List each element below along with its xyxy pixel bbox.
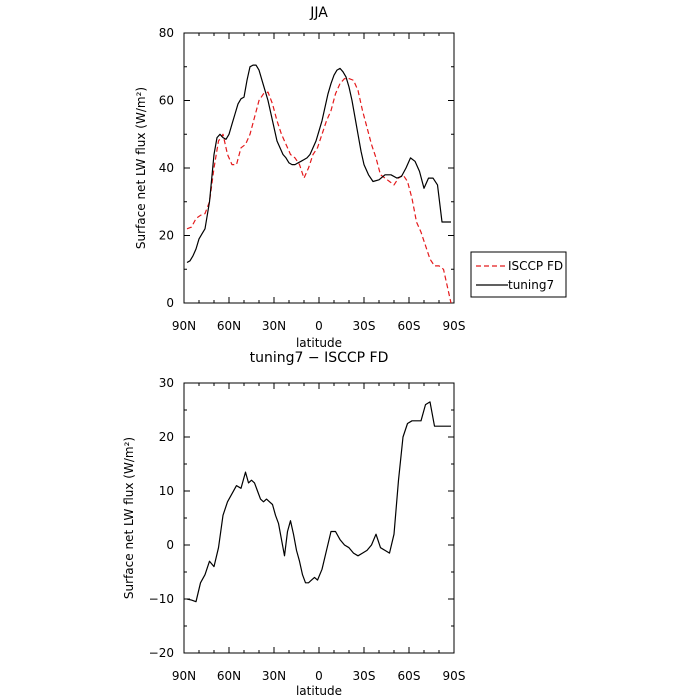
series-line-tuning7 (186, 64, 451, 264)
x-tick-label: 60S (398, 669, 421, 683)
bottom-chart-x-axis-label: latitude (296, 684, 342, 698)
x-tick-label: 30S (353, 669, 376, 683)
bottom-chart-x-axis: 90N 60N 30N 0 30S 60S 90S (172, 383, 466, 683)
bottom-chart-y-axis: −20 −10 0 10 20 30 (149, 376, 454, 660)
x-tick-label: 30N (262, 319, 286, 333)
top-chart-series-group (186, 64, 452, 304)
x-tick-label: 60N (217, 669, 241, 683)
y-tick-label: 0 (166, 538, 174, 552)
x-tick-label: 0 (315, 319, 323, 333)
y-tick-label: 20 (159, 430, 174, 444)
bottom-chart: tuning7 − ISCCP FD 90N 60N 30N 0 30S 60S 90S −… (122, 350, 465, 698)
x-tick-label: 90S (443, 669, 466, 683)
y-tick-label: −10 (149, 592, 174, 606)
top-chart-y-axis: 0 20 40 60 80 (159, 26, 454, 310)
x-tick-label: 90N (172, 319, 196, 333)
y-tick-label: 10 (159, 484, 174, 498)
bottom-chart-plot-frame (183, 382, 455, 654)
y-tick-label: 0 (166, 296, 174, 310)
x-tick-label: 60S (398, 319, 421, 333)
legend-label-tuning7: tuning7 (508, 278, 554, 292)
legend-label-isccp: ISCCP FD (508, 259, 563, 273)
top-chart-title: JJA (309, 5, 328, 21)
x-tick-label: 90S (443, 319, 466, 333)
x-tick-label: 0 (315, 669, 323, 683)
x-tick-label: 60N (217, 319, 241, 333)
top-chart-x-axis-label: latitude (296, 336, 342, 350)
y-tick-label: 30 (159, 376, 174, 390)
top-chart-y-axis-label: Surface net LW flux (W/m²) (134, 87, 148, 249)
top-chart-x-axis: 90N 60N 30N 0 30S 60S 90S (172, 33, 466, 333)
y-tick-label: 60 (159, 94, 174, 108)
y-tick-label: 80 (159, 26, 174, 40)
bottom-chart-title: tuning7 − ISCCP FD (250, 350, 389, 366)
top-chart: JJA 90N 60N 30N 0 30S 60S 90S 0 20 40 60 80 latitu… (134, 5, 567, 350)
x-tick-label: 30S (353, 319, 376, 333)
y-tick-label: 40 (159, 161, 174, 175)
series-line-isccp-fd (186, 77, 452, 304)
bottom-chart-y-axis-label: Surface net LW flux (W/m²) (122, 437, 136, 599)
y-tick-label: 20 (159, 229, 174, 243)
series-line (186, 401, 451, 603)
x-tick-label: 90N (172, 669, 196, 683)
y-tick-label: −20 (149, 646, 174, 660)
bottom-chart-series-group (186, 401, 451, 603)
top-chart-plot-frame (183, 32, 455, 304)
legend-box (470, 251, 567, 298)
x-tick-label: 30N (262, 669, 286, 683)
top-chart-legend: ISCCP FD tuning7 (470, 251, 567, 298)
